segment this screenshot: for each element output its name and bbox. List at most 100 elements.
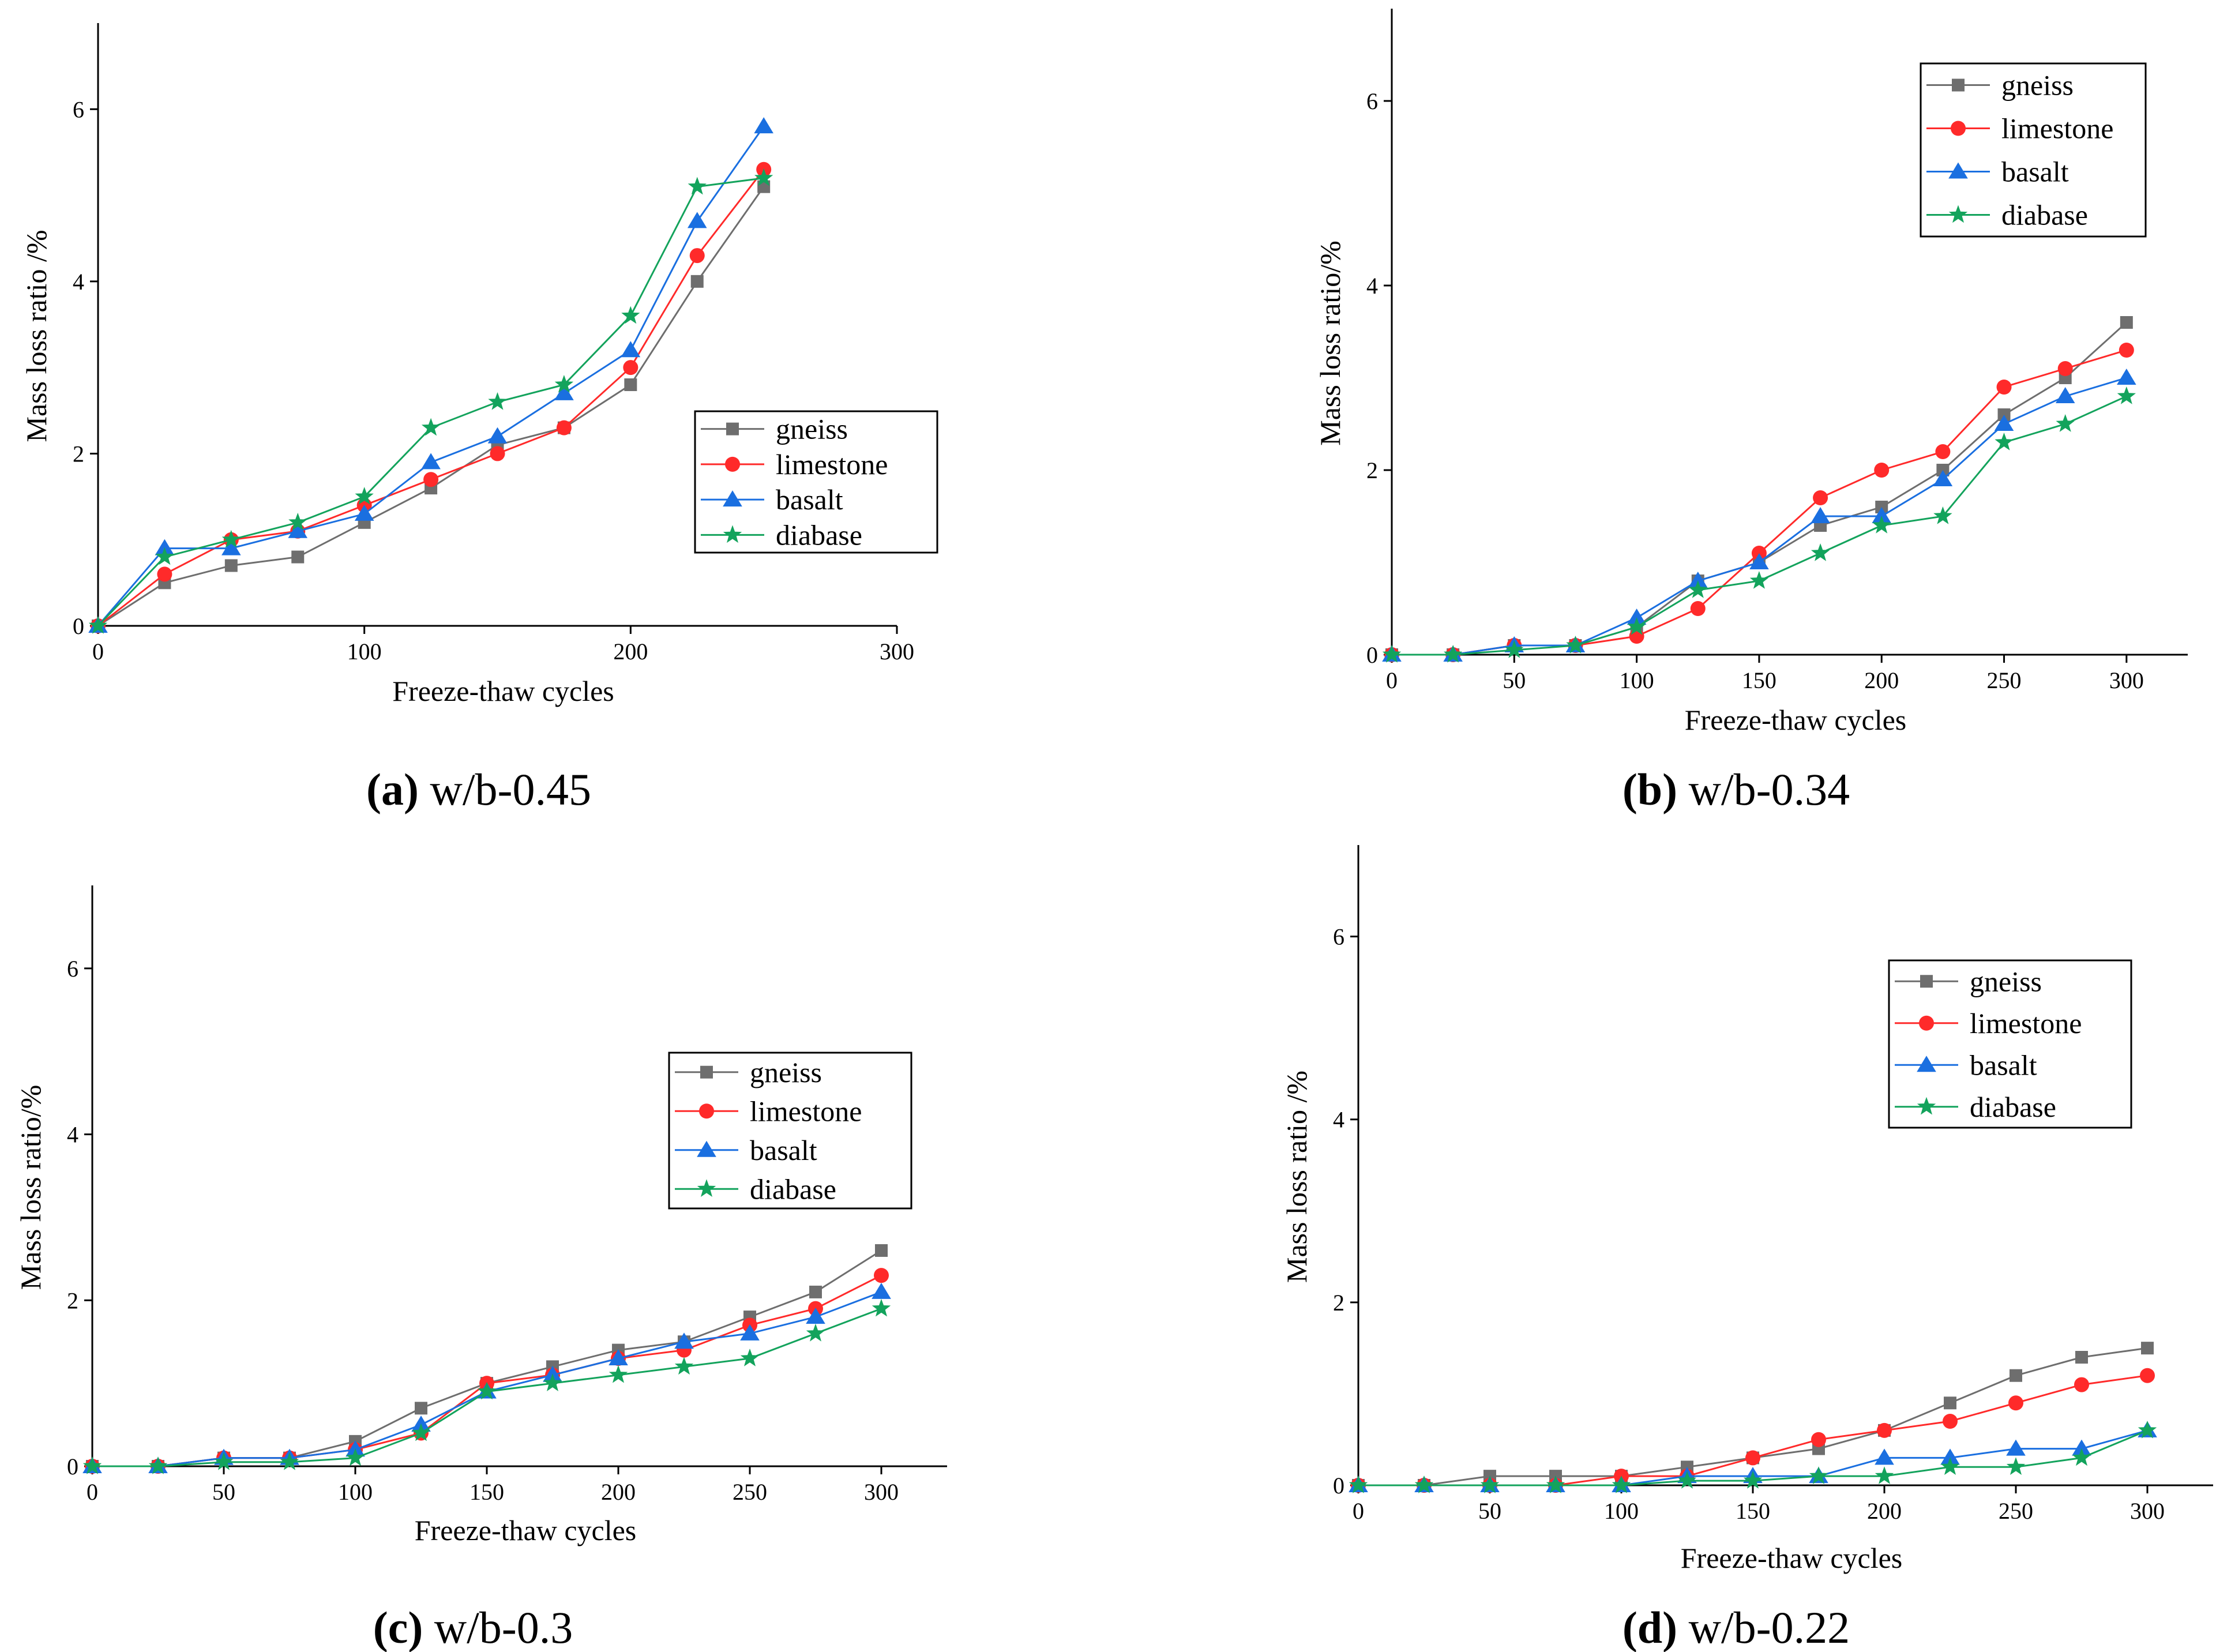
- legend-diabase-label: diabase: [750, 1173, 836, 1205]
- legend-limestone-marker: [1951, 121, 1966, 136]
- chart-c: 0 50 100 150 200 250 300 0 2 4 6 Freeze-thaw cycles…: [14, 885, 947, 1652]
- legend-gneiss-marker: [1920, 975, 1933, 988]
- basalt-marker: [2117, 369, 2136, 385]
- diabase-marker: [2117, 386, 2136, 404]
- diabase-line: [1392, 395, 2127, 656]
- x-tick-label: 300: [880, 639, 914, 664]
- y-tick-label: 2: [67, 1287, 78, 1313]
- series-diabase: [82, 1298, 891, 1474]
- legend-diabase-label: diabase: [1970, 1091, 2056, 1123]
- diabase-marker: [2006, 1457, 2026, 1475]
- chart-d: 0 50 100 150 200 250 300 0 2 4 6 Freeze-thaw cycles…: [1280, 845, 2213, 1652]
- caption-d: (d) w/b-0.22: [1622, 1602, 1850, 1652]
- diabase-marker: [345, 1448, 365, 1466]
- x-tick-label: 100: [338, 1479, 373, 1505]
- x-tick-label: 200: [1864, 667, 1899, 693]
- limestone-line: [97, 168, 765, 627]
- y-tick-label: 2: [73, 441, 84, 467]
- x-axis-title: Freeze-thaw cycles: [415, 1514, 637, 1546]
- legend-gneiss-marker: [726, 422, 739, 435]
- y-tick-label: 6: [1333, 924, 1344, 950]
- basalt-marker: [1627, 609, 1647, 625]
- legend-diabase-marker: [697, 1179, 716, 1197]
- basalt-marker: [554, 384, 574, 400]
- legend-basalt-label: basalt: [2001, 156, 2069, 188]
- x-tick-label: 150: [1742, 667, 1776, 693]
- diabase-marker: [421, 418, 441, 436]
- y-tick-label: 6: [67, 956, 78, 982]
- x-tick-label: 150: [470, 1479, 504, 1505]
- x-tick-label: 50: [1503, 667, 1526, 693]
- series-gneiss: [92, 180, 771, 632]
- diabase-marker: [1749, 571, 1769, 589]
- legend-diabase-label: diabase: [776, 519, 862, 551]
- y-tick-label: 6: [73, 96, 84, 122]
- y-tick-label: 4: [67, 1122, 78, 1148]
- legend-basalt-label: basalt: [1970, 1049, 2037, 1081]
- caption-text: w/b-0.34: [1677, 764, 1850, 814]
- gneiss-marker: [224, 559, 238, 572]
- diabase-marker: [1811, 543, 1830, 561]
- series-limestone: [91, 162, 772, 633]
- x-tick-label: 250: [1987, 667, 2022, 693]
- basalt-marker: [806, 1308, 825, 1324]
- series-gneiss: [86, 1244, 888, 1473]
- diabase-marker: [1444, 645, 1463, 663]
- y-tick-label: 2: [1366, 457, 1378, 483]
- legend-basalt-marker: [697, 1140, 716, 1157]
- legend-gneiss-label: gneiss: [776, 413, 848, 445]
- limestone-line: [92, 1274, 882, 1467]
- limestone-marker: [1877, 1422, 1892, 1438]
- limestone-marker: [556, 420, 572, 435]
- y-tick-label: 0: [67, 1454, 78, 1480]
- caption-b: (b) w/b-0.34: [1622, 764, 1850, 814]
- x-tick-label: 50: [212, 1479, 235, 1505]
- limestone-marker: [1943, 1414, 1958, 1429]
- gneiss-line: [1392, 321, 2127, 656]
- diabase-marker: [148, 1456, 168, 1474]
- basalt-marker: [2055, 387, 2075, 403]
- caption-a: (a) w/b-0.45: [366, 764, 591, 814]
- gneiss-marker: [1944, 1396, 1956, 1410]
- series-basalt: [88, 117, 773, 633]
- diabase-marker: [688, 177, 707, 195]
- legend-gneiss-label: gneiss: [750, 1056, 822, 1088]
- x-tick-label: 300: [2109, 667, 2144, 693]
- x-tick-label: 100: [1604, 1498, 1639, 1524]
- legend: gneiss limestone basalt diabase: [1888, 959, 2132, 1129]
- limestone-line: [1392, 349, 2127, 656]
- diabase-marker: [554, 375, 574, 393]
- legend-basalt-marker: [1948, 162, 1968, 179]
- diabase-marker: [355, 487, 374, 505]
- y-tick-label: 2: [1333, 1290, 1344, 1316]
- basalt-marker: [2006, 1439, 2026, 1456]
- diabase-marker: [82, 1456, 102, 1474]
- x-axis-title: Freeze-thaw cycles: [1685, 704, 1907, 736]
- basalt-marker: [687, 212, 707, 228]
- diabase-marker: [1414, 1475, 1434, 1493]
- diabase-marker: [1688, 580, 1707, 598]
- basalt-marker: [754, 117, 773, 134]
- legend-box: [668, 1052, 912, 1210]
- gneiss-marker: [809, 1285, 822, 1298]
- diabase-marker: [621, 306, 640, 324]
- diabase-marker: [1480, 1475, 1500, 1493]
- x-tick-label: 250: [733, 1479, 767, 1505]
- limestone-marker: [1874, 463, 1890, 478]
- basalt-marker: [1872, 507, 1892, 523]
- limestone-marker: [1813, 490, 1828, 505]
- limestone-marker: [1690, 601, 1706, 616]
- x-tick-label: 0: [92, 639, 104, 664]
- limestone-marker: [1996, 380, 2012, 395]
- legend-basalt-marker: [1917, 1056, 1936, 1072]
- diabase-marker: [1546, 1475, 1565, 1493]
- legend: gneiss limestone basalt diabase: [668, 1052, 912, 1210]
- basalt-marker: [221, 539, 241, 555]
- limestone-marker: [2119, 343, 2134, 358]
- x-tick-label: 0: [1386, 667, 1398, 693]
- legend-box: [1888, 959, 2132, 1129]
- diabase-marker: [1809, 1466, 1828, 1484]
- basalt-marker: [674, 1332, 694, 1349]
- gneiss-marker: [2075, 1351, 2088, 1364]
